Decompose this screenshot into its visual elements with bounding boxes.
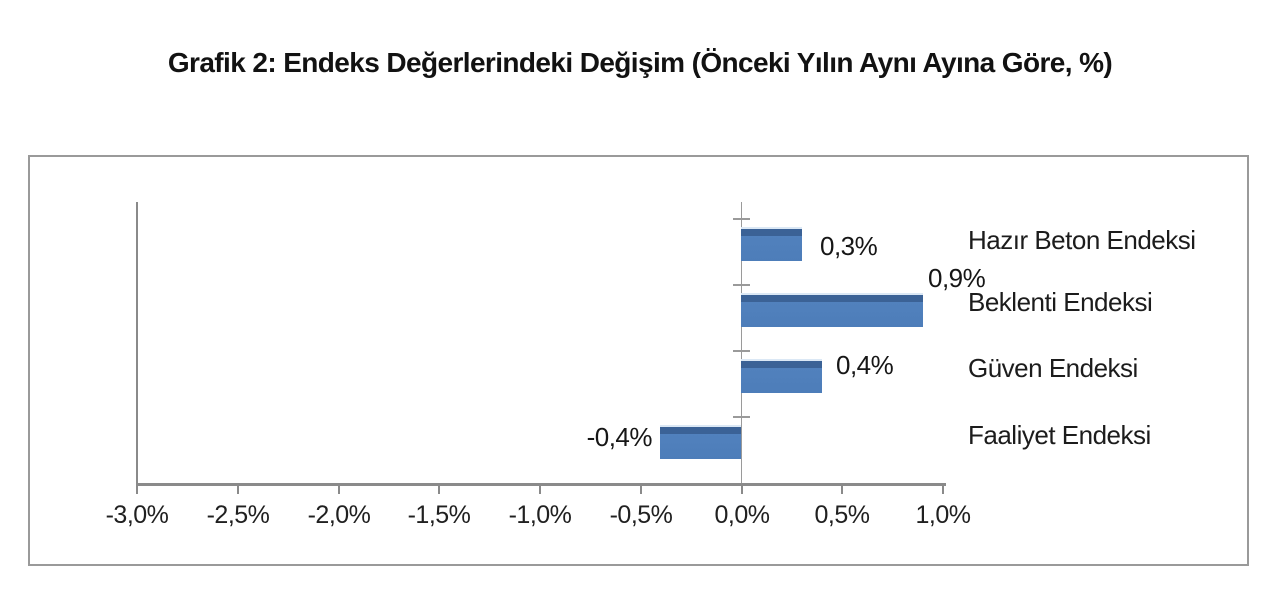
x-axis-tick bbox=[136, 486, 138, 494]
x-tick-label: 1,0% bbox=[915, 501, 971, 529]
chart-title: Grafik 2: Endeks Değerlerindeki Değişim … bbox=[167, 47, 1113, 78]
x-axis-tick bbox=[438, 486, 440, 494]
x-axis-tick bbox=[237, 486, 239, 494]
bar-faaliyet bbox=[660, 425, 741, 459]
x-axis-tick bbox=[741, 486, 743, 494]
x-tick-label: 0,0% bbox=[714, 501, 770, 529]
category-label: Güven Endeksi bbox=[968, 353, 1138, 383]
x-tick-label: 0,5% bbox=[814, 501, 870, 529]
x-axis-tick bbox=[338, 486, 340, 494]
category-label: Faaliyet Endeksi bbox=[968, 420, 1151, 450]
zero-baseline bbox=[741, 202, 742, 483]
bar-value-label: 0,9% bbox=[928, 263, 986, 293]
x-tick-label: -1,0% bbox=[508, 501, 572, 529]
x-axis-tick bbox=[942, 486, 944, 494]
x-tick-label: -2,5% bbox=[206, 501, 270, 529]
x-tick-label: -2,0% bbox=[307, 501, 371, 529]
bar-value-label: 0,4% bbox=[836, 350, 894, 380]
bar-beklenti bbox=[741, 293, 923, 327]
bar-hazir-beton bbox=[741, 227, 802, 261]
bar-guven bbox=[741, 359, 822, 393]
x-tick-label: -1,5% bbox=[407, 501, 471, 529]
category-tick bbox=[733, 284, 750, 286]
x-axis-line bbox=[136, 483, 946, 486]
chart-panel: -3,0% -2,5% -2,0% -1,5% -1,0% -0,5% 0,0%… bbox=[28, 155, 1249, 566]
x-axis-tick bbox=[841, 486, 843, 494]
category-label: Hazır Beton Endeksi bbox=[968, 225, 1196, 255]
x-tick-label: -0,5% bbox=[609, 501, 673, 529]
category-tick bbox=[733, 218, 750, 220]
bar-value-label: 0,3% bbox=[820, 231, 878, 261]
bar-value-label: -0,4% bbox=[586, 422, 653, 452]
category-tick bbox=[733, 350, 750, 352]
x-axis-tick bbox=[640, 486, 642, 494]
x-tick-label: -3,0% bbox=[105, 501, 169, 529]
category-tick bbox=[733, 416, 750, 418]
x-axis-tick bbox=[539, 486, 541, 494]
category-label: Beklenti Endeksi bbox=[968, 287, 1153, 317]
y-axis-line bbox=[136, 202, 138, 485]
